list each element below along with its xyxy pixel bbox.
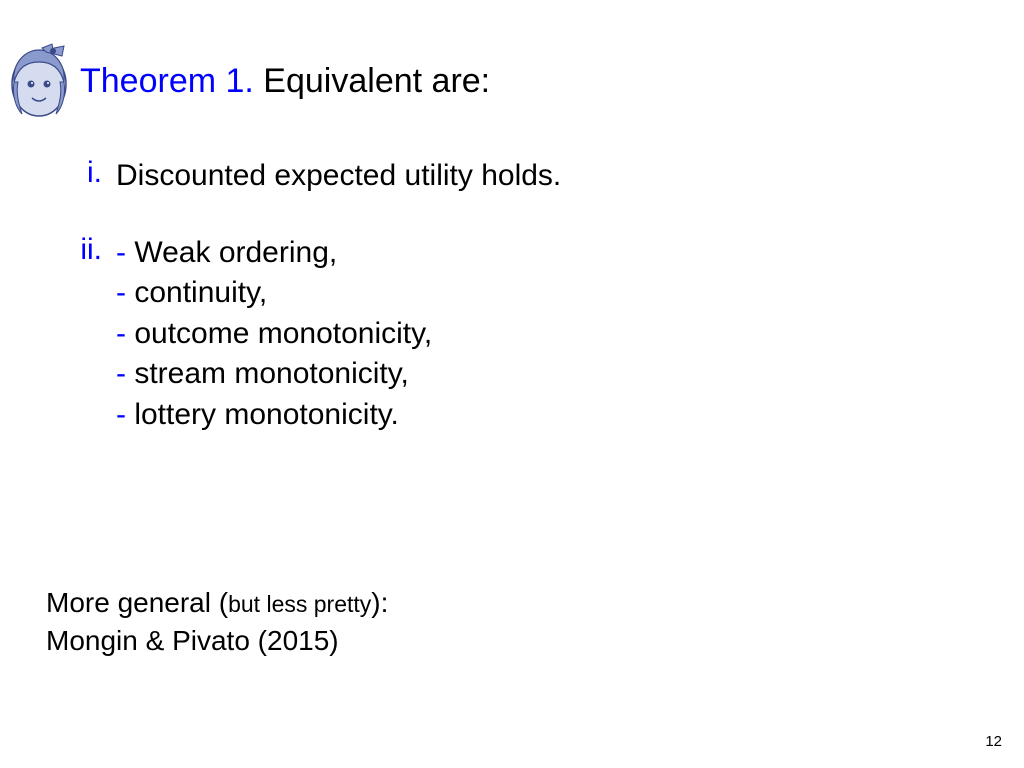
item-ii-line: - stream monotonicity, [116, 354, 432, 395]
item-ii-content: - Weak ordering, - continuity, - outcome… [116, 233, 432, 436]
dash-icon: - [116, 398, 126, 431]
dash-icon: - [116, 317, 126, 350]
footer-line-1: More general (but less pretty): [46, 584, 388, 622]
dash-icon: - [116, 236, 126, 269]
dash-icon: - [116, 276, 126, 309]
item-ii-text: stream monotonicity, [126, 357, 409, 390]
footer-text: ): [371, 587, 388, 618]
footer-note: More general (but less pretty): Mongin &… [46, 584, 388, 660]
footer-line-2: Mongin & Pivato (2015) [46, 622, 388, 660]
item-ii-text: Weak ordering, [126, 236, 337, 269]
list-area: i. Discounted expected utility holds. ii… [64, 156, 561, 471]
item-ii-line: - outcome monotonicity, [116, 314, 432, 355]
theorem-rest: Equivalent are: [254, 62, 490, 100]
slide: Theorem 1. Equivalent are: i. Discounted… [0, 0, 1024, 768]
list-item: i. Discounted expected utility holds. [64, 156, 561, 197]
footer-text: More general ( [46, 587, 228, 618]
item-ii-text: outcome monotonicity, [126, 317, 432, 350]
illustration-icon [2, 42, 76, 122]
item-ii-line: - continuity, [116, 273, 432, 314]
roman-numeral-i: i. [64, 156, 116, 190]
dash-icon: - [116, 357, 126, 390]
item-ii-text: lottery monotonicity. [126, 398, 399, 431]
page-number: 12 [985, 733, 1002, 750]
list-item: ii. - Weak ordering, - continuity, - out… [64, 233, 561, 436]
item-i-text: Discounted expected utility holds. [116, 156, 561, 197]
footer-text-small: but less pretty [228, 591, 371, 617]
slide-title: Theorem 1. Equivalent are: [80, 62, 490, 101]
roman-numeral-ii: ii. [64, 233, 116, 267]
item-ii-line: - lottery monotonicity. [116, 395, 432, 436]
theorem-label: Theorem 1. [80, 62, 254, 100]
item-ii-text: continuity, [126, 276, 267, 309]
item-ii-line: - Weak ordering, [116, 233, 432, 274]
